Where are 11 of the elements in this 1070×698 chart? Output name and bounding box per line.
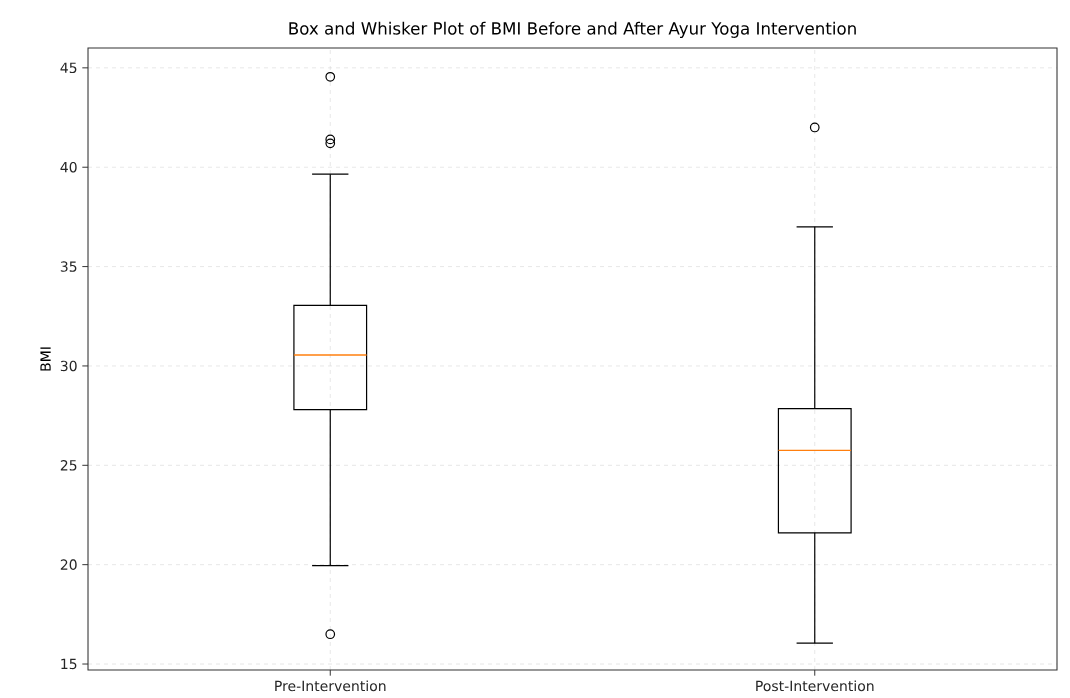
y-axis-title: BMI xyxy=(40,347,51,371)
y-tick-label: 15 xyxy=(61,658,77,670)
y-tick-label: 35 xyxy=(60,261,77,272)
x-tick-label: Post-Intervention xyxy=(756,680,874,692)
y-tick-label: 20 xyxy=(60,559,77,570)
y-tick-label: 40 xyxy=(60,161,77,173)
y-tick-label: 45 xyxy=(60,62,77,74)
x-tick-label: Pre-Intervention xyxy=(275,680,386,692)
y-tick-label: 30 xyxy=(60,360,77,372)
chart-title: Box and Whisker Plot of BMI Before and After Ayur Yoga Intervention xyxy=(289,21,856,38)
y-tick-label: 25 xyxy=(60,460,77,471)
